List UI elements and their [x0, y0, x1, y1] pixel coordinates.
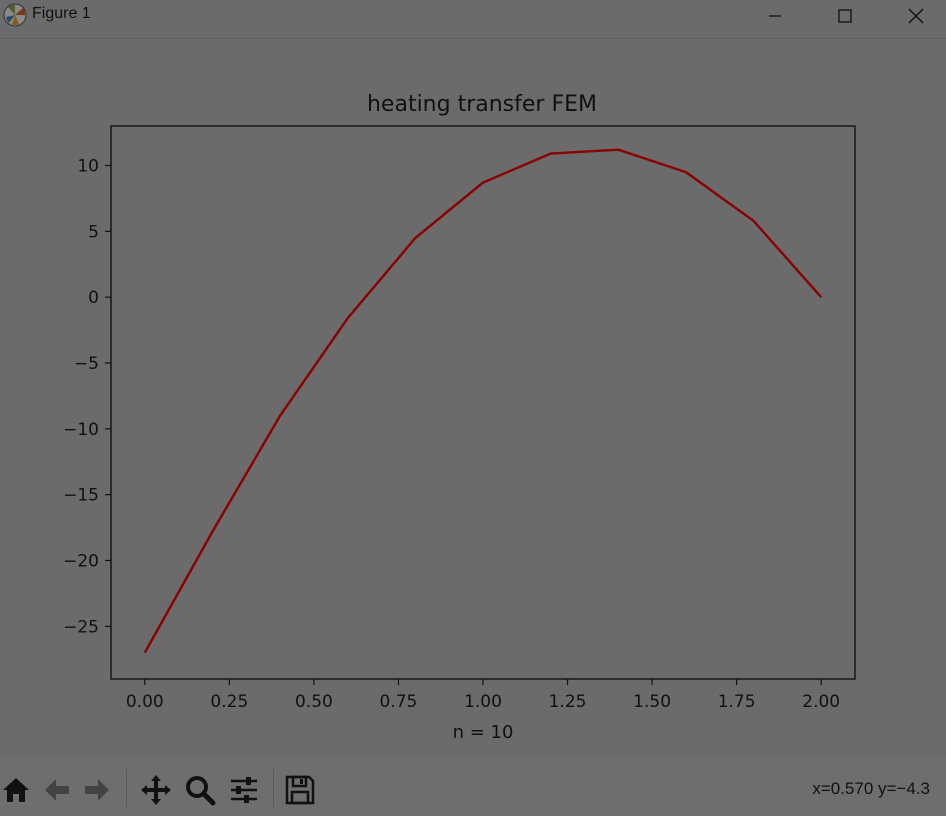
close-button[interactable]: [893, 0, 939, 32]
configure-subplots-icon: [231, 777, 257, 803]
zoom-icon: [186, 776, 216, 806]
y-tick-label: 10: [77, 157, 99, 177]
x-axis: 0.00 0.25 0.50 0.75 1.00 1.25 1.50 1.75 2.00: [126, 679, 840, 712]
toolbar-separator: [273, 769, 274, 807]
x-tick-label: 0.00: [126, 692, 164, 712]
back-icon: [45, 779, 69, 801]
x-tick-label: 1.00: [464, 692, 502, 712]
x-tick-label: 1.50: [633, 692, 671, 712]
minimize-button[interactable]: [752, 0, 798, 32]
y-tick-label: 0: [88, 288, 99, 308]
back-button[interactable]: [39, 772, 75, 808]
x-tick-label: 2.00: [802, 692, 840, 712]
pan-icon: [141, 775, 171, 805]
window-title: Figure 1: [32, 5, 91, 22]
home-button[interactable]: [0, 772, 34, 808]
x-tick-label: 0.25: [210, 692, 248, 712]
series-line: [143, 148, 823, 654]
forward-button[interactable]: [79, 772, 115, 808]
x-tick-label: 0.50: [295, 692, 333, 712]
y-tick-label: −10: [63, 420, 99, 440]
home-icon: [3, 778, 29, 802]
zoom-button[interactable]: [182, 772, 218, 808]
close-icon: [908, 8, 924, 24]
x-tick-label: 1.25: [549, 692, 587, 712]
y-tick-label: −25: [63, 617, 99, 637]
forward-icon: [85, 779, 109, 801]
save-icon: [285, 775, 315, 805]
x-axis-label: n = 10: [453, 722, 514, 743]
navigation-toolbar: x=0.570 y=−4.3: [0, 757, 946, 816]
y-axis: 10 5 0 −5 −10 −15 −20 −25: [63, 157, 111, 637]
maximize-icon: [838, 9, 852, 23]
series-layer: [143, 148, 823, 654]
pan-button[interactable]: [138, 772, 174, 808]
y-tick-label: −15: [63, 486, 99, 506]
minimize-icon: [769, 15, 781, 17]
y-tick-label: −5: [74, 354, 99, 374]
y-tick-label: −20: [63, 552, 99, 572]
maximize-button[interactable]: [822, 0, 868, 32]
line-chart: heating transfer FEM 0.00 0.25 0.50 0.75 1.0…: [63, 92, 856, 743]
figure-canvas[interactable]: heating transfer FEM 0.00 0.25 0.50 0.75 1.0…: [0, 39, 946, 757]
window-titlebar: Figure 1: [0, 0, 946, 39]
y-tick-label: 5: [88, 222, 99, 242]
save-button[interactable]: [282, 772, 318, 808]
configure-subplots-button[interactable]: [226, 772, 262, 808]
plot-area: [110, 125, 856, 680]
toolbar-separator: [126, 769, 127, 807]
chart-title: heating transfer FEM: [367, 92, 597, 117]
x-tick-label: 0.75: [380, 692, 418, 712]
cursor-coordinates: x=0.570 y=−4.3: [812, 779, 930, 798]
x-tick-label: 1.75: [718, 692, 756, 712]
matplotlib-icon: [3, 3, 27, 27]
